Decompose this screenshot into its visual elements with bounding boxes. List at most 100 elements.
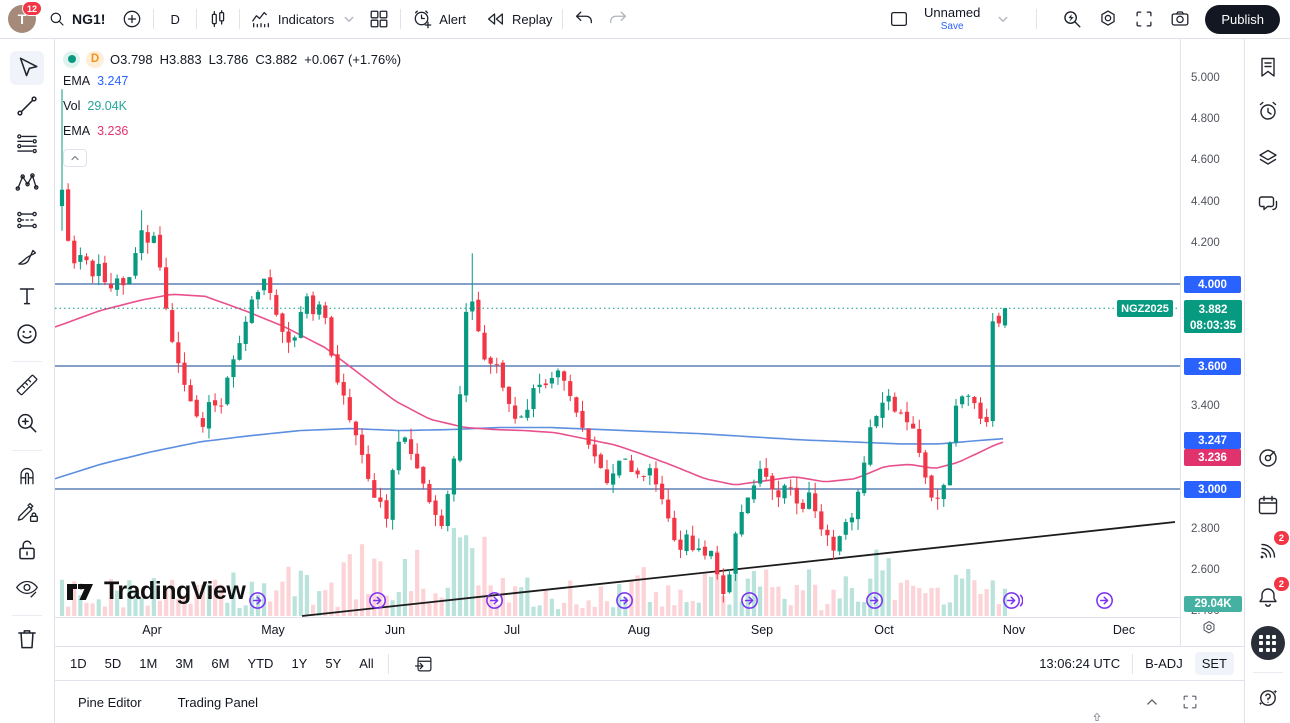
time-axis[interactable]: Apr May Jun Jul Aug Sep Oct Nov Dec — [55, 617, 1244, 646]
price-chart[interactable] — [55, 39, 1180, 617]
symbol-search-button[interactable]: NG1! — [48, 10, 105, 28]
projection-icon — [14, 207, 40, 233]
calendar-icon — [1256, 493, 1280, 517]
range-button-1m[interactable]: 1M — [139, 656, 158, 671]
tab-pine-editor[interactable]: Pine Editor — [78, 694, 142, 710]
quick-search-icon[interactable] — [1061, 8, 1083, 30]
price-tick: 2.600 — [1191, 564, 1220, 576]
forecast-tool-button[interactable] — [10, 203, 44, 237]
undo-button[interactable] — [573, 8, 595, 30]
cursor-tool-button[interactable] — [10, 51, 44, 85]
range-button-6m[interactable]: 6M — [211, 656, 230, 671]
object-tree-button[interactable] — [1251, 140, 1285, 174]
toolbar-separator — [153, 9, 155, 29]
price-axis[interactable]: 5.000 4.800 4.600 4.400 4.200 3.400 2.800 2.600… — [1180, 39, 1244, 646]
fullscreen-icon[interactable] — [1133, 8, 1155, 30]
object-tree-icon — [1256, 145, 1280, 169]
panel-expand-chevron-icon[interactable] — [1142, 692, 1162, 712]
chat-button[interactable] — [1251, 187, 1285, 221]
price-level-label: 3.000 — [1184, 481, 1241, 498]
alerts-button[interactable] — [1251, 94, 1285, 128]
lock-drawings-tool-button[interactable] — [10, 533, 44, 567]
measure-tool-button[interactable] — [10, 368, 44, 402]
eye-icon — [14, 575, 40, 601]
ema-fast-legend-row[interactable]: EMA 3.247 — [63, 69, 401, 93]
layout-pane-icon[interactable] — [888, 8, 910, 30]
price-tick: 5.000 — [1191, 72, 1220, 84]
chevron-down-icon[interactable] — [994, 10, 1012, 28]
contract-roll-marker-icon[interactable] — [1095, 590, 1116, 611]
contract-roll-marker-icon[interactable] — [865, 590, 886, 611]
indicators-button[interactable]: Indicators — [250, 8, 358, 30]
streams-button[interactable]: 2 — [1251, 531, 1289, 568]
high-value: H3.883 — [159, 51, 202, 67]
low-value: L3.786 — [208, 51, 249, 67]
hide-drawings-tool-button[interactable] — [10, 571, 44, 605]
watchlist-icon — [1256, 55, 1280, 79]
chart-style-button[interactable] — [207, 8, 229, 30]
go-to-date-icon[interactable] — [413, 653, 435, 675]
magnet-tool-button[interactable] — [10, 457, 44, 491]
user-avatar[interactable]: T 12 — [8, 1, 42, 33]
fib-retracement-tool-button[interactable] — [10, 127, 44, 161]
range-button-5y[interactable]: 5Y — [325, 656, 342, 671]
range-button-all[interactable]: All — [359, 656, 374, 671]
radar-button[interactable] — [1251, 441, 1285, 475]
contract-roll-marker-icon[interactable] — [248, 590, 269, 611]
calendar-button[interactable] — [1251, 488, 1285, 522]
range-toolbar: 1D 5D 1M 3M 6M YTD 1Y 5Y All 13:06:24 UTC B-ADJ … — [55, 646, 1244, 680]
axis-settings-gear-icon[interactable] — [1200, 619, 1218, 637]
redo-button[interactable] — [607, 8, 629, 30]
symbol-legend-row[interactable]: D O3.798 H3.883 L3.786 C3.882 +0.067 (+1… — [63, 50, 401, 68]
clock-utc[interactable]: 13:06:24 UTC — [1039, 656, 1121, 671]
notifications-button[interactable]: 2 — [1251, 577, 1289, 614]
price-level-label: 3.236 — [1184, 449, 1241, 466]
range-button-5d[interactable]: 5D — [104, 656, 122, 671]
volume-legend-row[interactable]: Vol 29.04K — [63, 94, 401, 118]
panel-resize-arrow-icon[interactable] — [1090, 711, 1104, 723]
contract-roll-marker-icon[interactable] — [615, 590, 636, 611]
contract-roll-marker-icon[interactable] — [1002, 590, 1023, 611]
trash-icon — [14, 626, 40, 652]
alert-button[interactable]: Alert — [411, 8, 466, 30]
indicator-label: EMA — [63, 74, 91, 88]
range-button-1y[interactable]: 1Y — [291, 656, 308, 671]
settings-gear-icon[interactable] — [1097, 8, 1119, 30]
zoom-in-tool-button[interactable] — [10, 406, 44, 440]
panel-maximize-icon[interactable] — [1180, 692, 1200, 712]
watchlist-button[interactable] — [1251, 50, 1285, 84]
chart-pane[interactable]: D O3.798 H3.883 L3.786 C3.882 +0.067 (+1… — [55, 39, 1180, 617]
publish-button[interactable]: Publish — [1205, 4, 1280, 34]
contract-roll-marker-icon[interactable] — [485, 590, 506, 611]
snapshot-camera-icon[interactable] — [1169, 8, 1191, 30]
replay-button[interactable]: Replay — [484, 8, 552, 30]
range-button-ytd[interactable]: YTD — [247, 656, 274, 671]
ema-slow-legend-row[interactable]: EMA 3.236 — [63, 119, 401, 143]
tab-trading-panel[interactable]: Trading Panel — [177, 694, 259, 710]
trend-line-tool-button[interactable] — [10, 89, 44, 123]
apps-menu-button[interactable] — [1250, 626, 1285, 660]
legend-collapse-button[interactable] — [63, 149, 87, 167]
settlement-toggle[interactable]: SET — [1194, 652, 1234, 675]
clock-cluster: 13:06:24 UTC B-ADJ SET — [1039, 652, 1234, 675]
adjustment-toggle[interactable]: B-ADJ — [1145, 656, 1183, 671]
brush-tool-button[interactable] — [10, 241, 44, 275]
layout-save-button[interactable]: Unnamed Save — [924, 6, 980, 32]
help-button[interactable] — [1251, 681, 1285, 715]
pattern-tool-button[interactable] — [10, 165, 44, 199]
indicator-templates-button[interactable] — [368, 8, 390, 30]
contract-roll-marker-icon[interactable] — [368, 590, 389, 611]
interval-button[interactable]: D — [164, 12, 185, 27]
contract-roll-marker-icon[interactable] — [740, 590, 761, 611]
range-button-3m[interactable]: 3M — [175, 656, 194, 671]
remove-drawings-tool-button[interactable] — [10, 622, 44, 656]
drawing-mode-tool-button[interactable] — [10, 495, 44, 529]
range-button-1d[interactable]: 1D — [70, 656, 87, 671]
indicators-label: Indicators — [277, 11, 335, 27]
emoji-tool-button[interactable] — [10, 317, 44, 351]
pencillock-icon — [14, 499, 40, 525]
price-tick: 3.400 — [1191, 400, 1220, 412]
compare-add-button[interactable] — [121, 8, 143, 30]
text-tool-button[interactable] — [10, 279, 44, 313]
toolbar-right-cluster: Unnamed Save Publish — [888, 0, 1280, 38]
